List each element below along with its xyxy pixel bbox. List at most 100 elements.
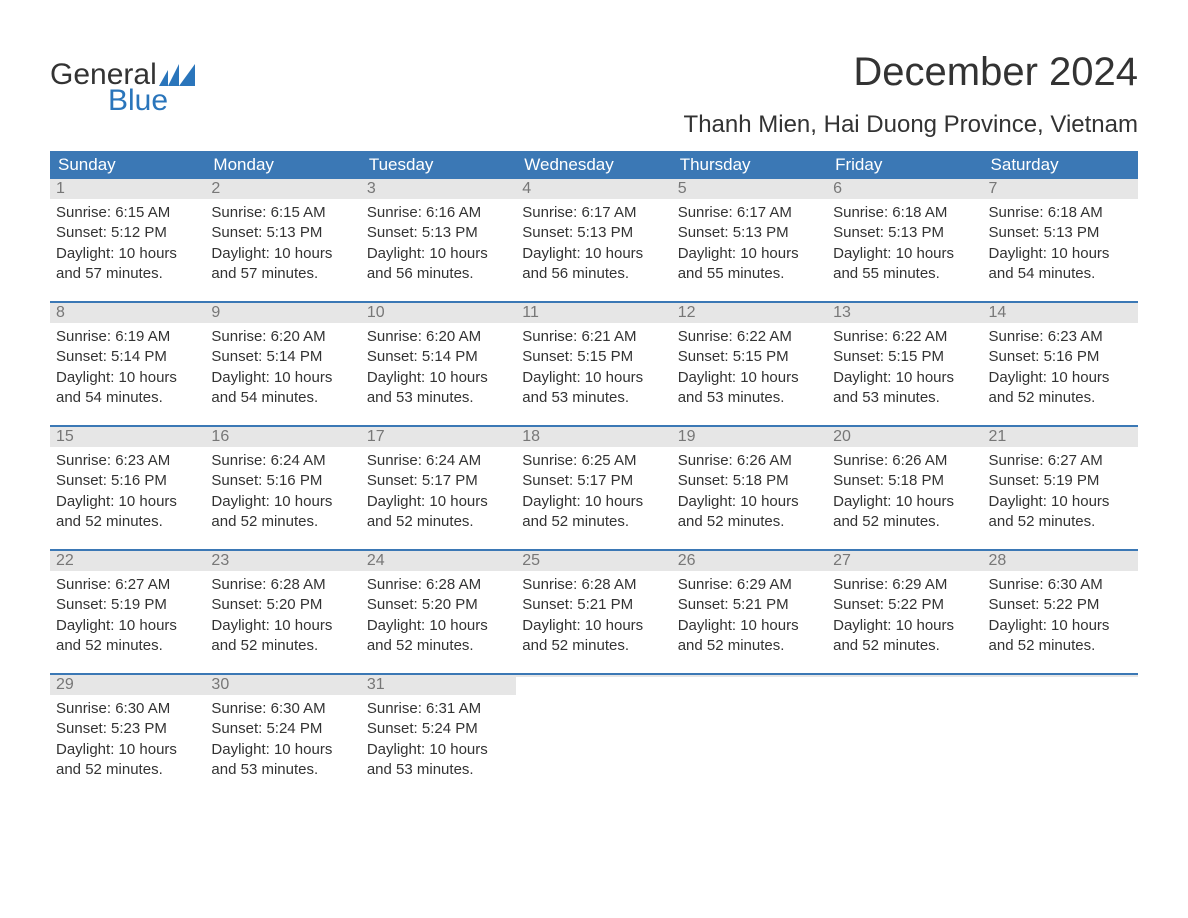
sunrise-text: Sunrise: 6:17 AM xyxy=(522,203,665,223)
daynum-row: 9 xyxy=(205,303,360,323)
cell-body: Sunrise: 6:20 AMSunset: 5:14 PMDaylight:… xyxy=(205,323,360,414)
cell-body: Sunrise: 6:28 AMSunset: 5:20 PMDaylight:… xyxy=(361,571,516,662)
daylight-text: and 57 minutes. xyxy=(211,264,354,284)
sunrise-text: Sunrise: 6:28 AM xyxy=(367,575,510,595)
daynum-row: 24 xyxy=(361,551,516,571)
header: General Blue December 2024 Thanh Mien, H… xyxy=(50,50,1138,139)
calendar-cell: 9 Sunrise: 6:20 AMSunset: 5:14 PMDaylight… xyxy=(205,303,360,425)
daynum-row: 18 xyxy=(516,427,671,447)
daynum-row: 26 xyxy=(672,551,827,571)
daylight-text: and 52 minutes. xyxy=(56,512,199,532)
cell-body: Sunrise: 6:24 AMSunset: 5:17 PMDaylight:… xyxy=(361,447,516,538)
sunrise-text: Sunrise: 6:24 AM xyxy=(211,451,354,471)
daynum-row: 21 xyxy=(983,427,1138,447)
sunrise-text: Sunrise: 6:28 AM xyxy=(211,575,354,595)
day-number: 28 xyxy=(989,552,1007,569)
calendar-cell: 8Sunrise: 6:19 AMSunset: 5:14 PMDaylight… xyxy=(50,303,205,425)
sunrise-text: Sunrise: 6:23 AM xyxy=(56,451,199,471)
daynum-row: 4 xyxy=(516,179,671,199)
daylight-text: and 55 minutes. xyxy=(678,264,821,284)
daynum-row: 22 xyxy=(50,551,205,571)
dayhead-thursday: Thursday xyxy=(672,151,827,179)
sunset-text: Sunset: 5:13 PM xyxy=(367,223,510,243)
daylight-text: Daylight: 10 hours xyxy=(56,244,199,264)
calendar: Sunday Monday Tuesday Wednesday Thursday… xyxy=(50,151,1138,797)
daylight-text: Daylight: 10 hours xyxy=(833,368,976,388)
dayhead-friday: Friday xyxy=(827,151,982,179)
daynum-row: 8 xyxy=(50,303,205,323)
day-number: 17 xyxy=(367,428,385,445)
week-row: 8Sunrise: 6:19 AMSunset: 5:14 PMDaylight… xyxy=(50,301,1138,425)
sunset-text: Sunset: 5:13 PM xyxy=(833,223,976,243)
cell-body: Sunrise: 6:30 AMSunset: 5:24 PMDaylight:… xyxy=(205,695,360,786)
daynum-row: 6 xyxy=(827,179,982,199)
sunrise-text: Sunrise: 6:29 AM xyxy=(833,575,976,595)
day-number: 25 xyxy=(522,552,540,569)
cell-body: Sunrise: 6:29 AMSunset: 5:22 PMDaylight:… xyxy=(827,571,982,662)
sunset-text: Sunset: 5:14 PM xyxy=(211,347,354,367)
sunrise-text: Sunrise: 6:27 AM xyxy=(989,451,1132,471)
cell-body: Sunrise: 6:30 AMSunset: 5:23 PMDaylight:… xyxy=(50,695,205,786)
calendar-cell: 1 Sunrise: 6:15 AMSunset: 5:12 PMDaylight… xyxy=(50,179,205,301)
day-number: 13 xyxy=(833,304,851,321)
day-number: 27 xyxy=(833,552,851,569)
daylight-text: and 52 minutes. xyxy=(833,512,976,532)
calendar-cell: 4Sunrise: 6:17 AMSunset: 5:13 PMDaylight… xyxy=(516,179,671,301)
sunset-text: Sunset: 5:16 PM xyxy=(56,471,199,491)
daynum-row: 23 xyxy=(205,551,360,571)
location: Thanh Mien, Hai Duong Province, Vietnam xyxy=(684,111,1138,139)
daylight-text: and 53 minutes. xyxy=(522,388,665,408)
flag-icon xyxy=(159,64,195,86)
daynum-row: 14 xyxy=(983,303,1138,323)
cell-body: Sunrise: 6:27 AMSunset: 5:19 PMDaylight:… xyxy=(983,447,1138,538)
dayhead-wednesday: Wednesday xyxy=(516,151,671,179)
day-number: 1 xyxy=(56,180,65,197)
calendar-cell: 13Sunrise: 6:22 AMSunset: 5:15 PMDayligh… xyxy=(827,303,982,425)
daylight-text: and 53 minutes. xyxy=(833,388,976,408)
daynum-row: 3 xyxy=(361,179,516,199)
sunrise-text: Sunrise: 6:16 AM xyxy=(367,203,510,223)
cell-body: Sunrise: 6:23 AMSunset: 5:16 PMDaylight:… xyxy=(50,447,205,538)
daylight-text: and 53 minutes. xyxy=(367,760,510,780)
daylight-text: and 53 minutes. xyxy=(678,388,821,408)
daylight-text: and 52 minutes. xyxy=(678,636,821,656)
cell-body: Sunrise: 6:17 AMSunset: 5:13 PMDaylight:… xyxy=(516,199,671,290)
calendar-cell: 11Sunrise: 6:21 AMSunset: 5:15 PMDayligh… xyxy=(516,303,671,425)
calendar-cell: 23Sunrise: 6:28 AMSunset: 5:20 PMDayligh… xyxy=(205,551,360,673)
daylight-text: and 54 minutes. xyxy=(989,264,1132,284)
daylight-text: Daylight: 10 hours xyxy=(211,616,354,636)
cell-body: Sunrise: 6:15 AMSunset: 5:13 PMDaylight:… xyxy=(205,199,360,290)
daylight-text: and 52 minutes. xyxy=(522,636,665,656)
daylight-text: Daylight: 10 hours xyxy=(522,244,665,264)
daylight-text: Daylight: 10 hours xyxy=(989,368,1132,388)
daynum-row: 27 xyxy=(827,551,982,571)
cell-body xyxy=(672,677,827,687)
cell-body: Sunrise: 6:20 AMSunset: 5:14 PMDaylight:… xyxy=(361,323,516,414)
daylight-text: Daylight: 10 hours xyxy=(367,492,510,512)
sunrise-text: Sunrise: 6:26 AM xyxy=(833,451,976,471)
cell-body: Sunrise: 6:17 AMSunset: 5:13 PMDaylight:… xyxy=(672,199,827,290)
daynum-row: 10 xyxy=(361,303,516,323)
calendar-cell: 5 Sunrise: 6:17 AMSunset: 5:13 PMDaylight… xyxy=(672,179,827,301)
sunrise-text: Sunrise: 6:21 AM xyxy=(522,327,665,347)
sunrise-text: Sunrise: 6:15 AM xyxy=(56,203,199,223)
day-number: 5 xyxy=(678,180,687,197)
daylight-text: Daylight: 10 hours xyxy=(989,616,1132,636)
sunrise-text: Sunrise: 6:17 AM xyxy=(678,203,821,223)
calendar-cell: 14Sunrise: 6:23 AMSunset: 5:16 PMDayligh… xyxy=(983,303,1138,425)
cell-body: Sunrise: 6:18 AMSunset: 5:13 PMDaylight:… xyxy=(983,199,1138,290)
daynum-row: 31 xyxy=(361,675,516,695)
cell-body: Sunrise: 6:16 AMSunset: 5:13 PMDaylight:… xyxy=(361,199,516,290)
sunset-text: Sunset: 5:15 PM xyxy=(678,347,821,367)
day-number: 9 xyxy=(211,304,220,321)
week-row: 15Sunrise: 6:23 AMSunset: 5:16 PMDayligh… xyxy=(50,425,1138,549)
daylight-text: Daylight: 10 hours xyxy=(211,244,354,264)
daylight-text: and 52 minutes. xyxy=(989,388,1132,408)
dayhead-tuesday: Tuesday xyxy=(361,151,516,179)
cell-body: Sunrise: 6:28 AMSunset: 5:20 PMDaylight:… xyxy=(205,571,360,662)
daynum-row: 7 xyxy=(983,179,1138,199)
daylight-text: Daylight: 10 hours xyxy=(522,492,665,512)
cell-body: Sunrise: 6:29 AMSunset: 5:21 PMDaylight:… xyxy=(672,571,827,662)
sunset-text: Sunset: 5:12 PM xyxy=(56,223,199,243)
sunset-text: Sunset: 5:13 PM xyxy=(522,223,665,243)
